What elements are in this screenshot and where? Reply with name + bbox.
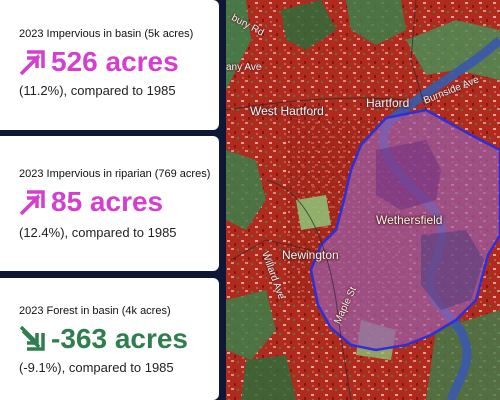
stat-value-row: -363 acres	[17, 324, 188, 354]
stat-value: -363 acres	[51, 323, 189, 354]
stat-description: (11.2%), compared to 1985	[19, 83, 176, 98]
place-label-west-hartford: West Hartford	[250, 104, 324, 118]
stat-label: 2023 Impervious in riparian (769 acres)	[19, 168, 211, 180]
stat-description: (12.4%), compared to 1985	[19, 225, 177, 240]
stat-label: 2023 Impervious in basin (5k acres)	[19, 28, 194, 40]
land-cover-map[interactable]: bury Rd any Ave West Hartford Hartford B…	[226, 0, 500, 400]
place-label-wethersfield: Wethersfield	[376, 213, 443, 227]
stat-value: 85 acres	[51, 186, 164, 217]
stats-sidebar: 2023 Impervious in basin (5k acres) 526 …	[0, 0, 226, 400]
map-canvas	[226, 0, 500, 400]
arrow-up-right-icon	[19, 50, 45, 76]
stat-value: 526 acres	[51, 46, 179, 77]
stat-description: (-9.1%), compared to 1985	[19, 360, 174, 375]
stat-card-impervious-basin[interactable]: 2023 Impervious in basin (5k acres) 526 …	[0, 0, 219, 130]
stat-value-row: 526 acres	[17, 47, 179, 77]
place-label-newington: Newington	[282, 248, 339, 262]
stat-label: 2023 Forest in basin (4k acres)	[19, 305, 171, 317]
arrow-down-right-icon	[19, 325, 45, 351]
road-label: any Ave	[226, 62, 262, 73]
arrow-up-right-icon	[19, 190, 45, 216]
place-label-hartford: Hartford	[366, 96, 410, 110]
stat-card-forest-basin[interactable]: 2023 Forest in basin (4k acres) -363 acr…	[0, 278, 219, 400]
stat-card-impervious-riparian[interactable]: 2023 Impervious in riparian (769 acres) …	[0, 136, 219, 271]
stat-value-row: 85 acres	[17, 187, 163, 217]
